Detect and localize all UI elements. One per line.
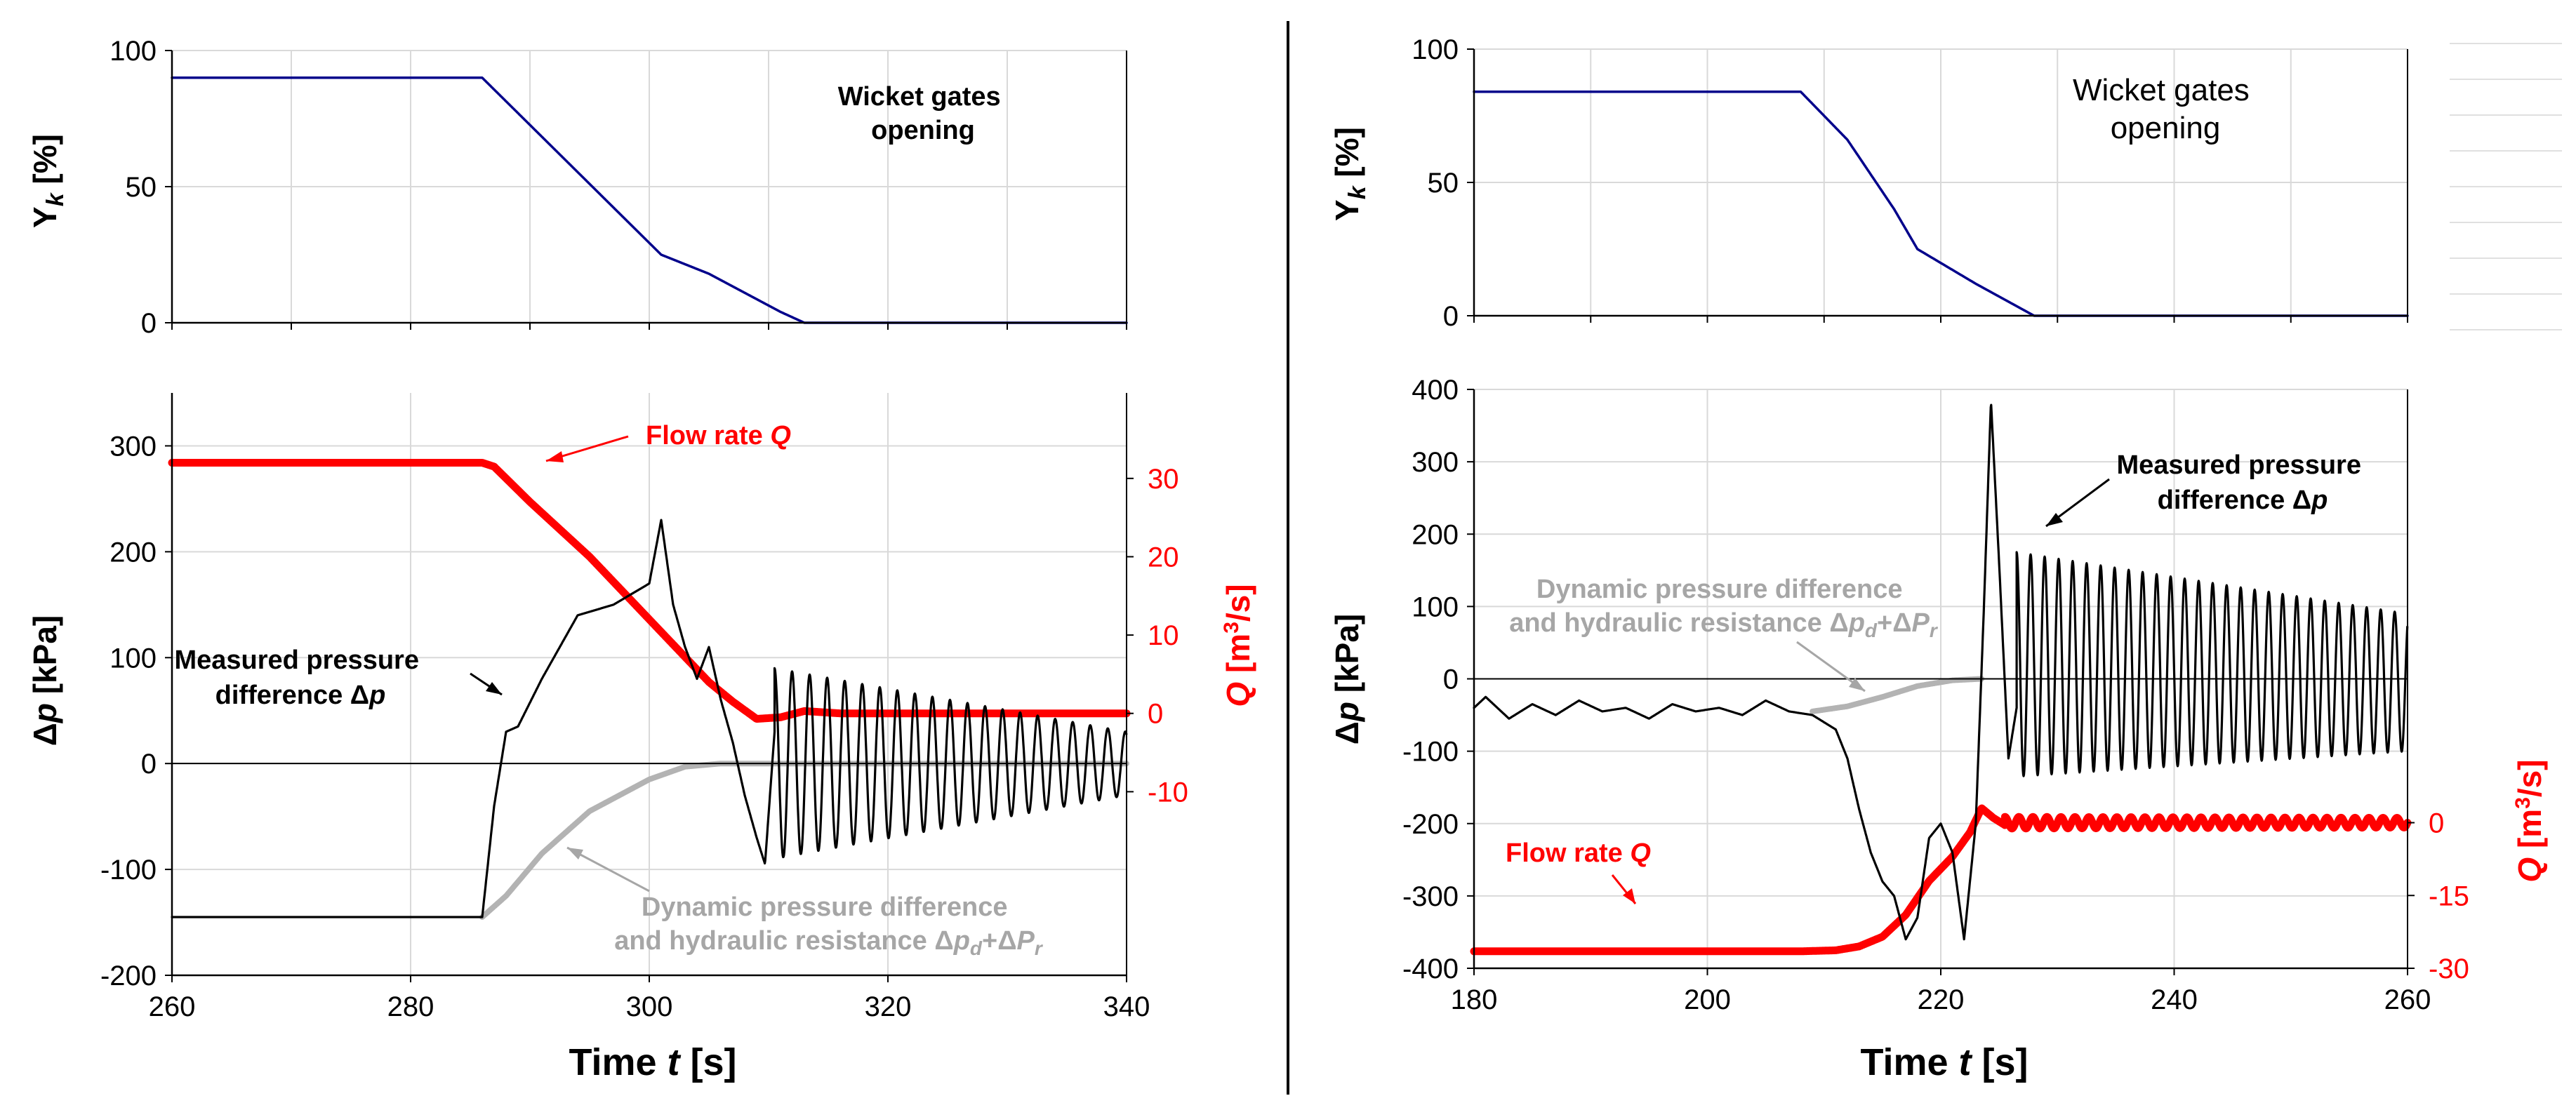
y2-tick-label: 10 — [1148, 620, 1179, 651]
right-measured-arrowhead — [2046, 513, 2063, 526]
y-tick-label: 0 — [1443, 664, 1459, 695]
y2-tick-label: -30 — [2429, 954, 2469, 984]
y-tick-label: 0 — [141, 749, 157, 780]
left-top-annotation: Wicket gates opening — [838, 82, 1009, 145]
y-tick-label: -400 — [1402, 954, 1459, 984]
left-dynamic-label: Dynamic pressure difference and hydrauli… — [614, 893, 1044, 959]
x-tick-label: 200 — [1684, 984, 1731, 1015]
right-bottom-x-axis-label: Time t [s] — [1860, 1041, 2028, 1083]
left-top-y-axis-label: Yk [%] — [27, 134, 69, 228]
y-tick-label: 50 — [1428, 168, 1459, 199]
y-tick-label: 400 — [1412, 375, 1459, 406]
y-tick-label: 100 — [1412, 591, 1459, 622]
y2-tick-label: 20 — [1148, 542, 1179, 573]
right-dynamic-label: Dynamic pressure difference and hydrauli… — [1509, 575, 1939, 641]
y-tick-label: 0 — [141, 308, 157, 339]
x-tick-label: 180 — [1451, 984, 1498, 1015]
series-line-dynamic-pressure-difference-and-hydraulic-resistance — [1810, 676, 1985, 714]
x-tick-label: 300 — [626, 991, 673, 1022]
y-tick-label: 200 — [1412, 519, 1459, 550]
right-measured-label: Measured pressure difference Δp — [2116, 450, 2368, 515]
series-line-flow-rate-q — [168, 459, 1131, 723]
left-bottom-y2-axis-label: Q [m3/s] — [1220, 584, 1256, 707]
faint-gridlines-right-edge — [2450, 43, 2562, 330]
right-top-axes: 0 50 100 — [1412, 34, 2408, 332]
left-top-gate-opening-chart: 0 50 100 Wicket gates opening Yk [%] — [27, 36, 1128, 339]
x-tick-label: 320 — [865, 991, 912, 1022]
right-flow-rate-label: Flow rate Q — [1506, 838, 1651, 868]
y2-tick-label: 0 — [2429, 808, 2444, 839]
y-tick-label: 200 — [109, 537, 157, 568]
left-measured-label: Measured pressure difference Δp — [174, 646, 426, 710]
x-tick-label: 340 — [1103, 991, 1150, 1022]
y-tick-label: -200 — [1402, 809, 1459, 840]
x-tick-label: 260 — [149, 991, 196, 1022]
y-tick-label: 300 — [109, 431, 157, 462]
y-tick-label: 100 — [109, 36, 157, 67]
left-bottom-x-axis-label: Time t [s] — [569, 1041, 736, 1083]
x-tick-label: 260 — [2384, 984, 2431, 1015]
y-tick-label: -300 — [1402, 881, 1459, 912]
right-bottom-y-axis-label: Δp [kPa] — [1329, 614, 1365, 744]
left-measured-arrowhead — [486, 682, 502, 695]
series-line-flow-rate-q — [1470, 804, 2412, 956]
left-dynamic-arrow — [566, 846, 650, 893]
series-line-measured-pressure-difference — [171, 519, 1128, 918]
right-top-gate-opening-chart: 0 50 100 Wicket gates opening Yk [%] — [1329, 34, 2409, 332]
y2-tick-label: -15 — [2429, 881, 2469, 911]
left-bottom-y-axis-label: Δp [kPa] — [27, 615, 63, 746]
y-tick-label: -200 — [100, 961, 157, 991]
series-line-measured-pressure-difference — [1473, 403, 2409, 941]
y-tick-label: 0 — [1443, 301, 1459, 332]
y-tick-label: 100 — [1412, 34, 1459, 65]
left-flow-rate-arrowhead — [546, 451, 564, 462]
y2-tick-label: 0 — [1148, 699, 1163, 730]
y-tick-label: -100 — [100, 855, 157, 885]
y2-tick-label: 30 — [1148, 464, 1179, 495]
y-tick-label: 50 — [126, 172, 157, 203]
right-top-y-axis-label: Yk [%] — [1329, 127, 1371, 221]
right-top-annotation: Wicket gates opening — [2073, 73, 2258, 145]
left-top-axes: 0 50 100 — [109, 36, 1127, 339]
x-tick-label: 240 — [2151, 984, 2198, 1015]
left-flow-rate-label: Flow rate Q — [646, 421, 791, 450]
right-bottom-y2-axis-label: Q [m3/s] — [2511, 759, 2548, 882]
x-tick-label: 280 — [387, 991, 434, 1022]
y-tick-label: 100 — [109, 643, 157, 674]
y-tick-label: -100 — [1402, 737, 1459, 768]
right-flow-rate-arrowhead — [1623, 888, 1635, 904]
left-dynamic-arrowhead — [567, 848, 583, 860]
y-tick-label: 300 — [1412, 447, 1459, 478]
right-bottom-series — [1470, 403, 2412, 956]
right-dynamic-arrowhead — [1849, 678, 1865, 691]
y2-tick-label: -10 — [1148, 777, 1188, 808]
x-tick-label: 220 — [1918, 984, 1965, 1015]
